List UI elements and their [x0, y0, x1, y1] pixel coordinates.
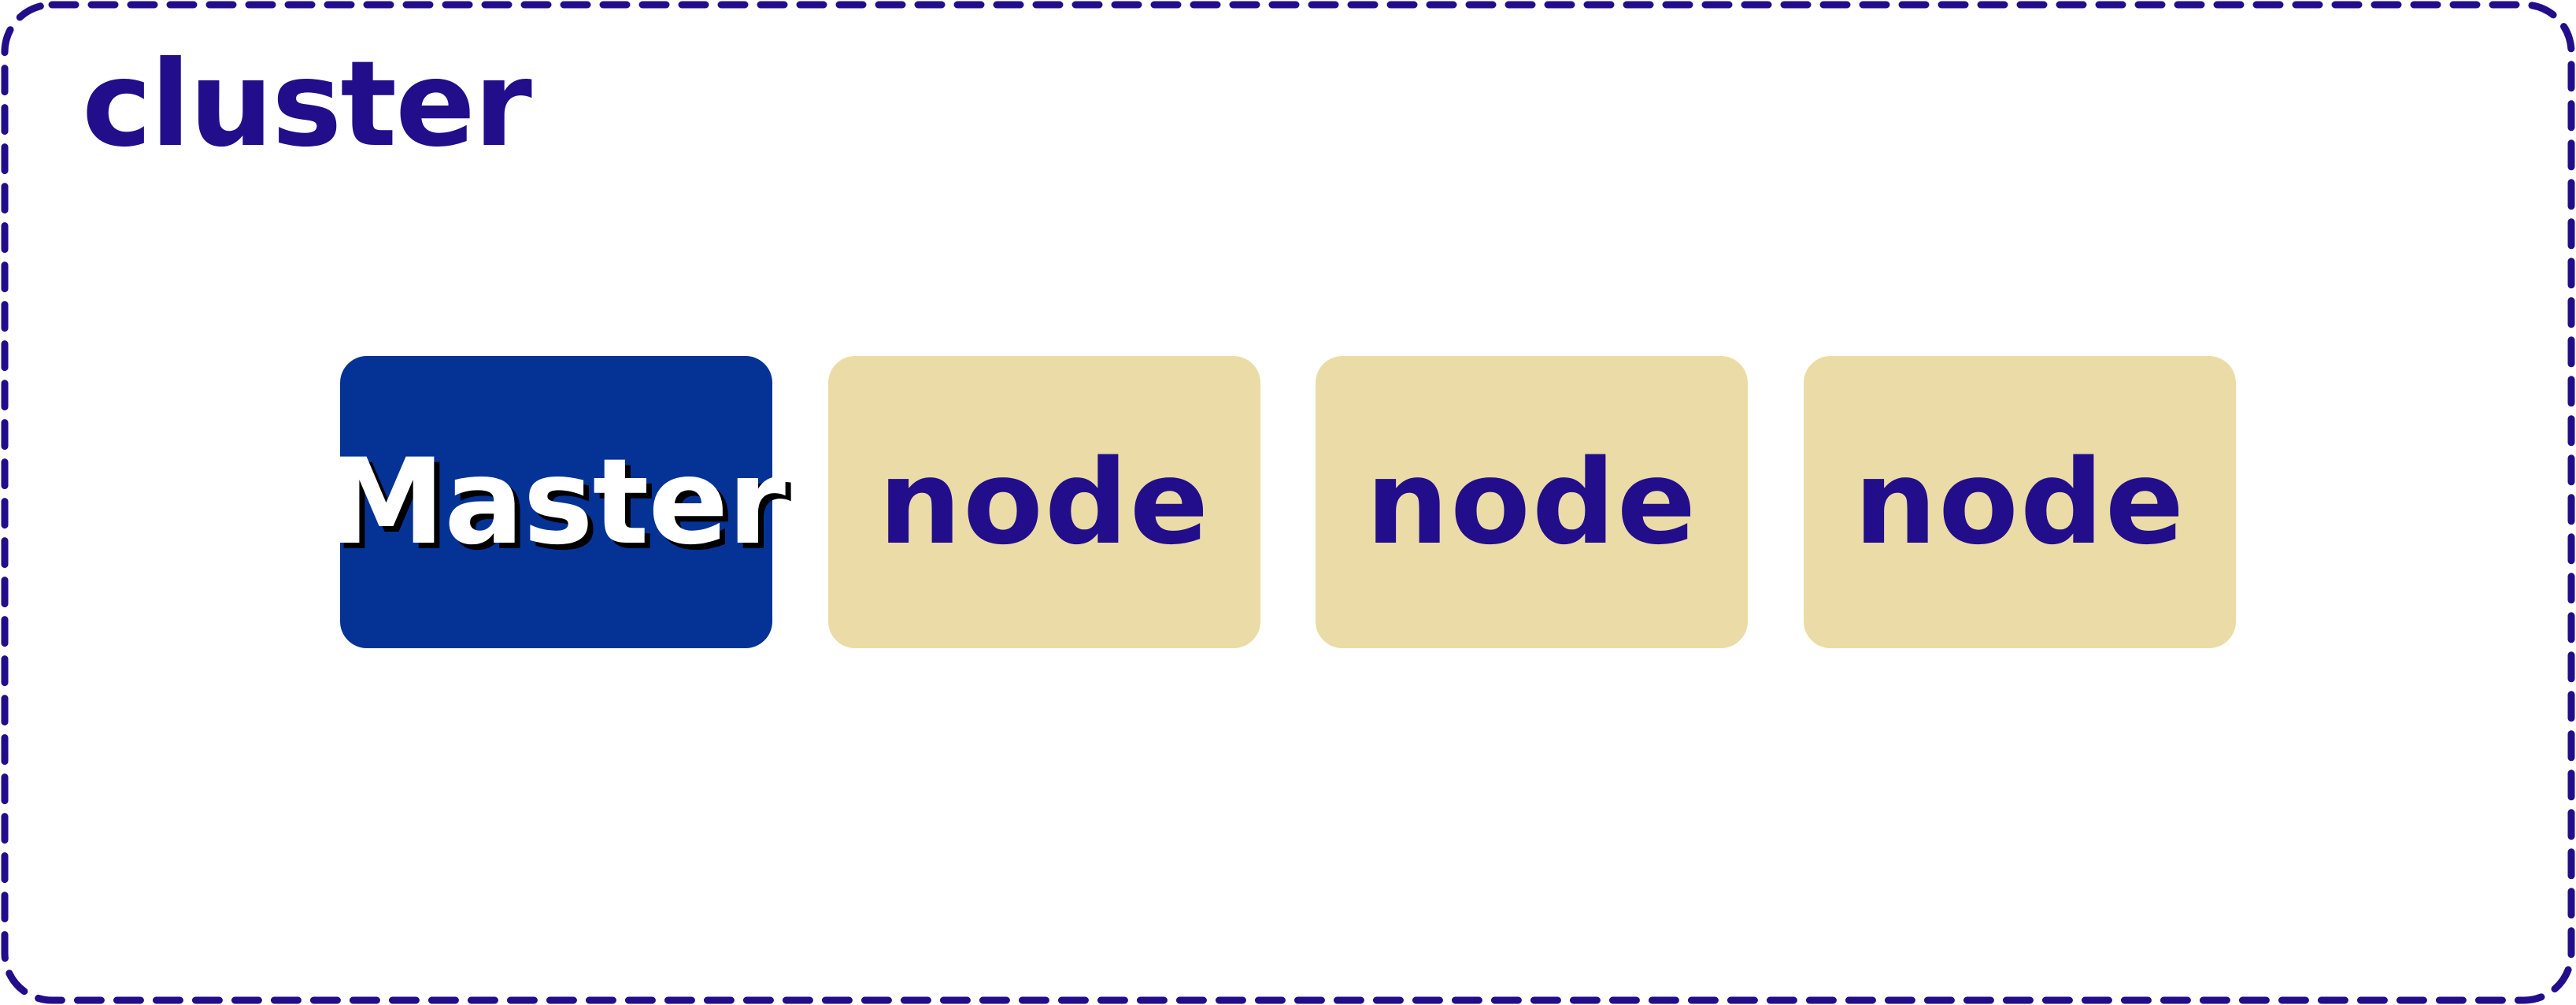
node-label: node — [1365, 434, 1698, 570]
node-label: node — [1853, 434, 2186, 570]
node-box: node — [1804, 356, 2236, 648]
master-box: Master — [328, 356, 786, 648]
node-box: node — [828, 356, 1260, 648]
master-label: Master — [327, 433, 786, 571]
node-box: node — [1316, 356, 1748, 648]
cluster-title: cluster — [82, 36, 532, 173]
node-label: node — [878, 434, 1211, 570]
